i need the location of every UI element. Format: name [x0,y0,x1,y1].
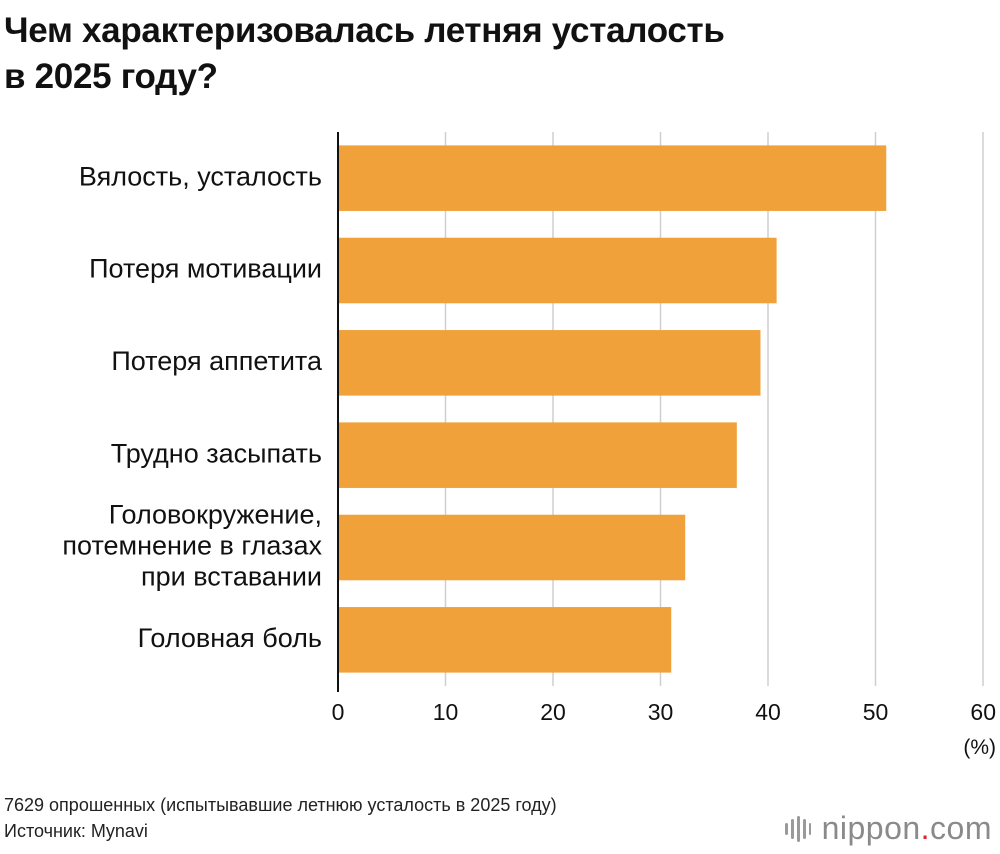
bar [338,422,737,488]
category-label: при вставании [141,562,322,592]
x-tick-label: 10 [433,699,459,725]
category-label: Головокружение, [109,500,322,530]
logo-wordmark: nippon.com [821,810,992,846]
category-label: потемнение в глазах [62,531,322,561]
chart-title: Чем характеризовалась летняя усталость в… [4,8,984,100]
category-label: Трудно засыпать [111,438,322,468]
category-label: Потеря мотивации [89,254,322,284]
chart-title-line-2: в 2025 году? [4,57,218,96]
bar [338,237,777,304]
sample-note: 7629 опрошенных (испытывавшие летнюю уст… [4,795,557,815]
category-label: Головная боль [138,623,322,653]
category-label: Потеря аппетита [111,346,323,376]
x-tick-label: 0 [332,699,345,725]
logo-mark-icon [784,815,811,842]
x-tick-label: 30 [648,699,674,725]
chart-title-line-1: Чем характеризовалась летняя усталость [4,11,725,50]
bar [338,607,672,673]
nippon-logo: nippon.com [784,810,992,847]
bar-chart: Вялость, усталость Потеря мотивации Потеря… [62,132,996,759]
category-label: Вялость, усталость [79,161,322,191]
x-tick-label: 40 [755,699,781,725]
bar [338,330,761,396]
x-tick-label: 50 [863,699,889,725]
footer: 7629 опрошенных (испытывавшие летнюю уст… [4,792,557,844]
source-note: Источник: Mynavi [4,821,148,841]
unit-label: (%) [963,736,996,759]
x-tick-label: 60 [970,699,996,725]
bar [338,514,686,581]
x-tick-label: 20 [540,699,566,725]
bar [338,145,887,211]
